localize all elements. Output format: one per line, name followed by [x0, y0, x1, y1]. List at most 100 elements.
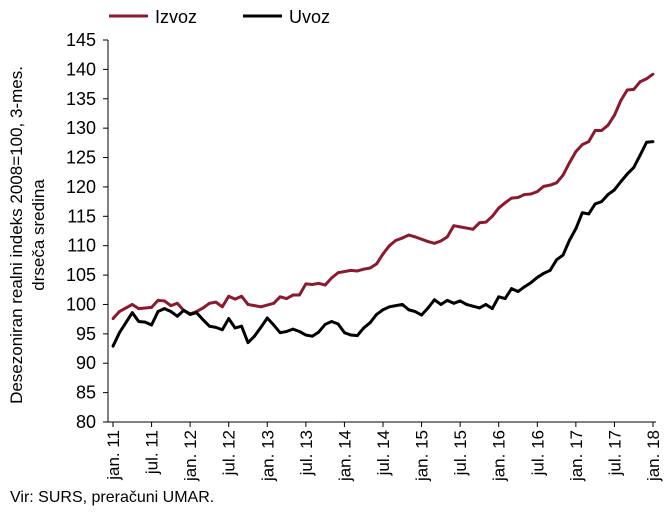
data-point: [613, 188, 616, 192]
data-point: [175, 301, 179, 305]
data-point: [606, 193, 610, 196]
data-point: [310, 334, 314, 338]
source-note: Vir: SURS, preračuni UMAR.: [10, 489, 215, 506]
data-point: [503, 201, 507, 205]
data-point: [375, 262, 378, 266]
x-tick-label: jul. 15: [451, 430, 470, 476]
data-point: [285, 330, 288, 333]
data-point: [240, 294, 243, 298]
data-point: [259, 305, 263, 309]
data-point: [330, 320, 333, 323]
data-point: [619, 99, 623, 102]
data-point: [304, 282, 308, 286]
data-point: [645, 140, 648, 144]
data-point: [555, 258, 558, 262]
data-point: [330, 276, 333, 280]
data-point: [227, 317, 231, 320]
x-tick-label: jul. 12: [220, 430, 239, 476]
y-tick-label: 140: [66, 59, 96, 79]
data-point: [561, 253, 565, 257]
y-tick-label: 80: [76, 412, 96, 432]
data-point: [169, 310, 173, 313]
data-point: [471, 304, 475, 308]
x-tick-label: jan. 15: [413, 430, 432, 482]
data-point: [163, 307, 166, 310]
data-point: [497, 206, 501, 210]
data-point: [349, 268, 353, 272]
x-tick-label: jul. 17: [605, 430, 624, 476]
x-tick-label: jul. 13: [297, 430, 316, 476]
data-point: [233, 297, 237, 301]
series-points-uvoz: [111, 140, 655, 348]
x-tick-label: jan. 17: [567, 430, 586, 482]
data-point: [143, 306, 147, 310]
data-point: [362, 267, 366, 271]
series-line-uvoz: [111, 140, 654, 347]
data-point: [433, 241, 436, 245]
y-tick-label: 105: [66, 265, 96, 285]
y-axis-title-line-2: drseča sredina: [29, 179, 48, 291]
x-tick-label: jan. 11: [104, 430, 123, 481]
data-point: [568, 161, 571, 165]
data-point: [535, 276, 539, 279]
data-point: [478, 306, 481, 310]
data-point: [465, 303, 468, 306]
data-point: [484, 303, 488, 306]
data-point: [323, 283, 327, 287]
data-point: [317, 281, 321, 285]
data-point: [490, 214, 494, 218]
data-point: [150, 323, 153, 327]
data-point: [497, 295, 501, 299]
data-point: [600, 129, 603, 132]
data-point: [130, 303, 134, 306]
data-point: [169, 304, 173, 308]
data-point: [484, 220, 488, 224]
data-point: [253, 304, 256, 308]
data-point: [336, 271, 340, 275]
data-point: [368, 321, 372, 325]
data-point: [413, 235, 417, 239]
data-point: [516, 290, 520, 293]
data-point: [375, 313, 378, 316]
data-point: [613, 113, 616, 117]
data-point: [632, 87, 636, 91]
data-point: [124, 306, 128, 310]
data-point: [420, 313, 423, 317]
data-point: [349, 333, 353, 337]
data-point: [426, 240, 430, 243]
x-tick-label: jan. 16: [490, 430, 509, 482]
data-point: [272, 323, 276, 327]
data-point: [304, 333, 308, 337]
data-point: [310, 283, 314, 286]
data-point: [452, 301, 456, 305]
y-tick-label: 115: [67, 206, 96, 226]
data-point: [433, 298, 436, 302]
y-axis-ticks: 80 85 90 95 100 105 110 115 120 125 130 135 140 145: [66, 30, 108, 432]
data-point: [111, 317, 115, 320]
y-axis-title-line-1: Desezoniran realni indeks 2008=100, 3-me…: [7, 66, 26, 404]
data-point: [259, 325, 263, 329]
data-point: [510, 196, 513, 200]
data-point: [336, 322, 340, 326]
legend-label-izvoz: Izvoz: [155, 7, 197, 27]
data-point: [201, 318, 205, 322]
data-point: [298, 293, 301, 297]
data-point: [182, 308, 186, 312]
data-point: [137, 307, 141, 310]
data-point: [458, 225, 462, 229]
data-point: [323, 323, 327, 326]
data-point: [606, 123, 610, 127]
y-tick-label: 135: [66, 89, 96, 109]
data-point: [407, 233, 411, 237]
y-tick-label: 120: [66, 177, 96, 197]
x-tick-label: jul. 16: [528, 430, 547, 476]
data-point: [118, 310, 121, 313]
data-point: [478, 221, 481, 225]
data-point: [471, 227, 475, 231]
data-point: [111, 344, 115, 348]
data-point: [426, 306, 430, 310]
data-point: [208, 301, 211, 305]
legend: Izvoz Uvoz: [109, 7, 330, 27]
series-points-izvoz: [111, 72, 655, 320]
